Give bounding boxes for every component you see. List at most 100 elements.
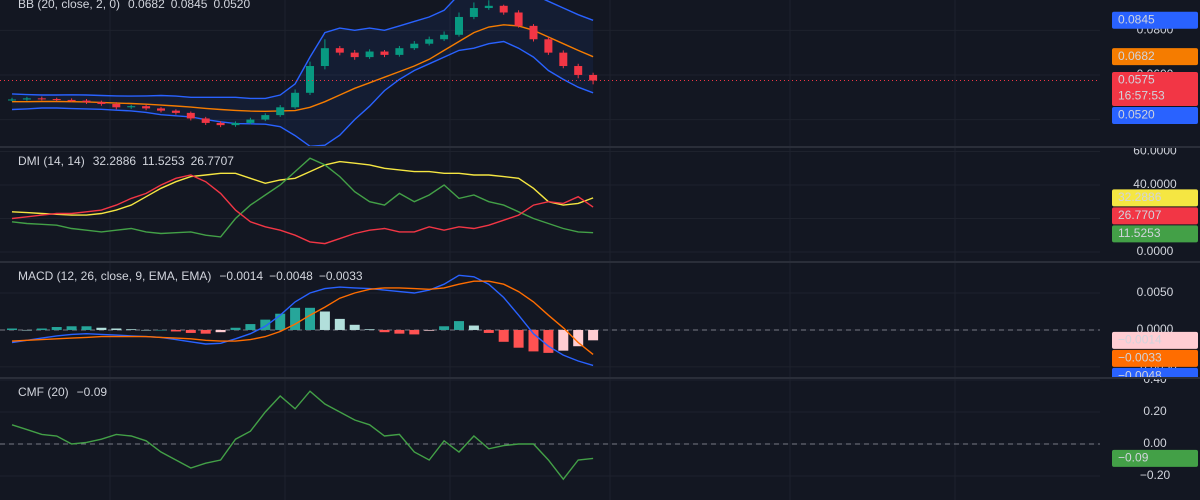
indicator-title: DMI (14, 14)	[18, 154, 85, 168]
indicator-title: MACD (12, 26, close, 9, EMA, EMA)	[18, 269, 211, 283]
candle-body	[291, 92, 300, 108]
histogram-bar	[21, 329, 32, 331]
axis: 0.000020.000040.000060.000032.288626.770…	[1112, 147, 1198, 258]
histogram-bar	[454, 321, 464, 330]
axis: 0.08000.06000.04000.08450.06820.057516:5…	[1112, 11, 1198, 126]
candle-body	[380, 51, 389, 55]
candle-body	[350, 52, 359, 58]
histogram-bar	[528, 329, 539, 352]
candle-body	[186, 112, 195, 119]
indicator-line	[11, 0, 594, 100]
y-tick-label: 0.20	[1143, 404, 1167, 418]
indicator-value: −0.0014	[219, 269, 263, 283]
y-tick-label: 0.00	[1143, 436, 1167, 450]
candle-body	[544, 39, 553, 53]
candle-body	[37, 98, 46, 100]
histogram-bar	[439, 326, 450, 330]
histogram-bar	[126, 329, 137, 330]
pane	[0, 379, 1100, 481]
histogram-bar	[245, 324, 256, 330]
value-badge	[1112, 367, 1198, 378]
candle-body	[112, 103, 121, 108]
pane	[0, 274, 1100, 368]
histogram-bar	[424, 329, 435, 331]
candle-body	[142, 106, 151, 109]
indicator-value: 32.2886	[93, 154, 137, 168]
badge-label: −0.09	[1118, 451, 1149, 465]
badge-label: 0.0575	[1118, 73, 1155, 87]
indicator-line	[11, 390, 594, 481]
y-tick-label: 40.0000	[1133, 177, 1177, 191]
badge-label: −0.0014	[1118, 332, 1162, 346]
badge-label: −0.0048	[1118, 368, 1162, 382]
indicator-value: 11.5253	[142, 154, 185, 168]
value-badge	[1112, 72, 1198, 107]
histogram-bar	[409, 329, 420, 335]
value-badge	[1112, 48, 1198, 66]
histogram-bar	[319, 311, 330, 330]
indicator-value: −0.09	[77, 385, 108, 399]
histogram-bar	[260, 319, 271, 330]
histogram-bar	[200, 329, 211, 334]
badge-label: −0.0033	[1118, 350, 1162, 364]
candle-body	[395, 48, 404, 55]
indicator-value: −0.0048	[269, 269, 313, 283]
candle-body	[127, 106, 136, 108]
histogram-bar	[230, 327, 241, 330]
indicator-value: 0.0520	[213, 0, 250, 11]
y-tick-label: −0.20	[1140, 468, 1171, 482]
badge-label: 26.7707	[1118, 208, 1162, 222]
indicator-value: −0.0033	[319, 269, 363, 283]
histogram-bar	[483, 329, 494, 333]
candle-body	[157, 108, 165, 111]
candle-body	[22, 98, 31, 100]
candle-body	[440, 34, 449, 40]
candle-body	[410, 43, 419, 49]
indicator-title: CMF (20)	[18, 385, 69, 399]
candle-body	[514, 12, 523, 26]
histogram-bar	[305, 307, 315, 330]
histogram-bar	[141, 329, 152, 331]
candle-body	[335, 48, 344, 53]
indicator-line	[12, 24, 594, 113]
histogram-bar	[36, 328, 47, 330]
value-badge	[1112, 349, 1198, 367]
candle-body	[276, 107, 285, 116]
indicator-line	[11, 280, 594, 355]
badge-label: 32.2886	[1118, 190, 1162, 204]
histogram-bar	[558, 329, 569, 351]
indicator-line	[11, 40, 594, 147]
candle-body	[216, 122, 225, 126]
histogram-bar	[588, 329, 599, 341]
histogram-bar	[7, 328, 17, 330]
candle-body	[469, 8, 478, 17]
candle-body	[8, 99, 16, 101]
histogram-bar	[334, 318, 345, 330]
candle-body	[82, 100, 91, 103]
y-tick-label: 0.0000	[1137, 244, 1174, 258]
value-badge	[1112, 449, 1198, 467]
badge-label: 0.0520	[1118, 108, 1155, 122]
histogram-bar	[379, 329, 390, 333]
value-badge	[1112, 225, 1198, 243]
histogram-bar	[185, 329, 196, 333]
histogram-bar	[215, 329, 226, 333]
histogram-bar	[349, 324, 360, 330]
y-tick-label: 0.0050	[1137, 285, 1174, 299]
indicator-line	[11, 157, 594, 238]
histogram-bar	[66, 326, 77, 330]
candle-body	[589, 74, 598, 81]
candle-body	[306, 66, 314, 93]
y-tick-label: 0.40	[1143, 372, 1167, 386]
value-badge	[1112, 189, 1198, 207]
candle-body	[171, 110, 180, 113]
candle-body	[455, 16, 463, 35]
histogram-bar	[468, 325, 479, 330]
pane	[0, 0, 1100, 147]
histogram-bar	[290, 307, 301, 330]
indicator-line	[11, 274, 594, 367]
histogram-bar	[51, 327, 62, 330]
histogram-bar	[170, 329, 181, 332]
candle-body	[425, 39, 434, 44]
